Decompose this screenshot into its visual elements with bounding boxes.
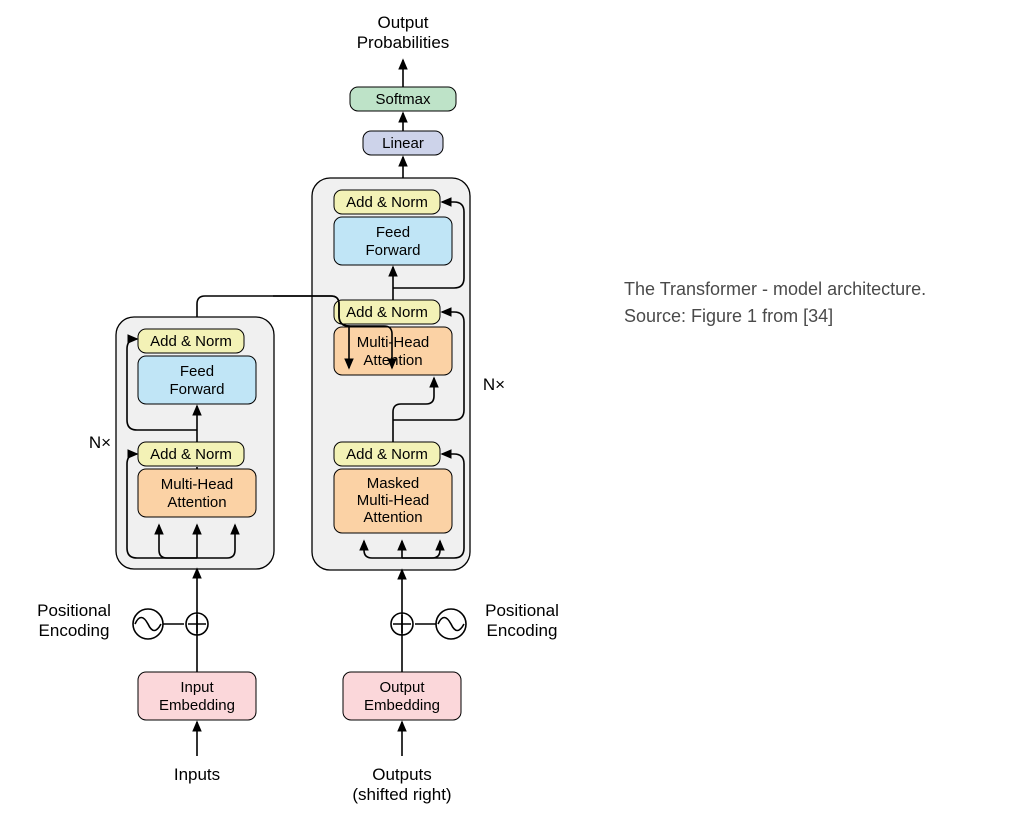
nx-right: N× — [483, 375, 505, 394]
out-prob-2: Probabilities — [357, 33, 450, 52]
dec-ff-l1: Feed — [376, 224, 410, 241]
dec-addnorm-1-label: Add & Norm — [346, 446, 428, 463]
enc-ff-l1: Feed — [180, 363, 214, 380]
pos-enc-right-1: Positional — [485, 601, 559, 620]
enc-addnorm-2-label: Add & Norm — [150, 333, 232, 350]
out-prob-1: Output — [377, 13, 428, 32]
dec-ff-l2: Forward — [365, 242, 420, 259]
enc-ff-l2: Forward — [169, 381, 224, 398]
inputs-label: Inputs — [174, 765, 220, 784]
dec-mmha-l2: Multi-Head — [357, 492, 430, 509]
outputs-label-1: Outputs — [372, 765, 432, 784]
enc-addnorm-1-label: Add & Norm — [150, 446, 232, 463]
transformer-diagram: Softmax Linear Add & Norm Feed Forward A… — [0, 0, 600, 824]
caption-line-2: Source: Figure 1 from [34] — [624, 303, 926, 330]
pos-enc-left-2: Encoding — [39, 621, 110, 640]
out-emb-l1: Output — [379, 679, 425, 696]
dec-addnorm-3-label: Add & Norm — [346, 194, 428, 211]
enc-mha-l2: Attention — [167, 494, 226, 511]
pos-enc-right-icon — [415, 609, 466, 639]
out-emb-l2: Embedding — [364, 697, 440, 714]
dec-mmha-l1: Masked — [367, 475, 420, 492]
pos-enc-right-2: Encoding — [487, 621, 558, 640]
dec-cross-mha-l2: Attention — [363, 352, 422, 369]
dec-mmha-l3: Attention — [363, 509, 422, 526]
caption-line-1: The Transformer - model architecture. — [624, 276, 926, 303]
enc-mha-l1: Multi-Head — [161, 476, 234, 493]
dec-addnorm-2-label: Add & Norm — [346, 304, 428, 321]
pos-enc-left-icon — [133, 609, 184, 639]
pos-enc-left-1: Positional — [37, 601, 111, 620]
softmax-label: Softmax — [375, 91, 431, 108]
dec-cross-mha-l1: Multi-Head — [357, 334, 430, 351]
in-emb-l1: Input — [180, 679, 214, 696]
outputs-label-2: (shifted right) — [352, 785, 451, 804]
in-emb-l2: Embedding — [159, 697, 235, 714]
nx-left: N× — [89, 433, 111, 452]
figure-caption: The Transformer - model architecture. So… — [624, 276, 926, 330]
linear-label: Linear — [382, 135, 424, 152]
